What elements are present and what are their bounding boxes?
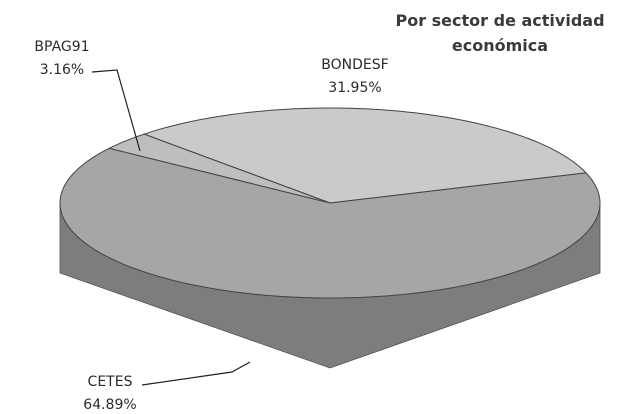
pie-slice <box>107 133 331 204</box>
slice-label: BPAG91 <box>34 39 89 55</box>
leader-line <box>91 69 141 152</box>
pie-slice <box>59 147 601 299</box>
slice-value-label: 31.95% <box>328 80 381 96</box>
pie-slice <box>142 107 588 204</box>
chart-title: Por sector de actividad económica <box>395 11 605 55</box>
slice-label: BONDESF <box>321 57 388 73</box>
slice-label: CETES <box>88 374 133 390</box>
leader-line <box>141 361 251 386</box>
slice-value-label: 64.89% <box>83 397 136 413</box>
slice-value-label: 3.16% <box>40 62 84 78</box>
